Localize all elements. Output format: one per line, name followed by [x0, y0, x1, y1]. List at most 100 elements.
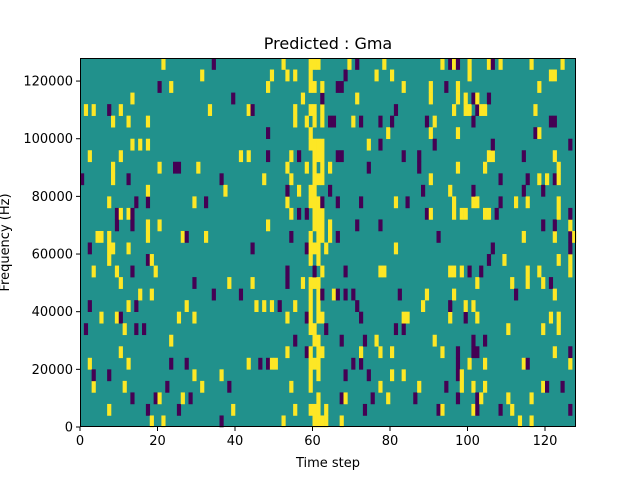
heatmap-cell-high [293, 115, 298, 128]
heatmap-cell-high [448, 311, 453, 324]
heatmap-cell-high [293, 104, 298, 116]
heatmap-cell-high [320, 115, 325, 128]
heatmap-cell-low [541, 184, 546, 197]
heatmap-cell-low [227, 380, 232, 393]
heatmap-cell-high [99, 311, 104, 324]
heatmap-cell-high [285, 161, 290, 174]
heatmap-cell-high [463, 104, 468, 116]
heatmap-cell-high [440, 58, 445, 70]
heatmap-cell-high [308, 69, 313, 82]
heatmap-cell-low [339, 334, 344, 347]
heatmap-cell-high [266, 81, 271, 93]
heatmap-cell-low [444, 380, 449, 393]
heatmap-cell-high [145, 219, 151, 232]
heatmap-cell-low [339, 81, 344, 93]
heatmap-cell-low [130, 219, 135, 232]
y-tick-label: 120000 [23, 75, 73, 90]
heatmap-cell-high [254, 300, 259, 312]
heatmap-cell-high [324, 403, 329, 416]
heatmap-cell-high [421, 300, 426, 312]
heatmap-cell-low [335, 288, 340, 301]
heatmap-cell-high [382, 265, 387, 278]
heatmap-cell-high [176, 311, 182, 324]
heatmap-cell-high [459, 369, 464, 382]
heatmap-cell-low [471, 346, 476, 359]
heatmap-cell-low [455, 392, 461, 405]
heatmap-cell-low [219, 415, 224, 428]
heatmap-cell-high [285, 69, 290, 82]
y-tick-label: 60000 [32, 248, 73, 263]
heatmap-cell-low [568, 242, 573, 255]
heatmap-cell-high [192, 369, 197, 382]
heatmap-cell-low [359, 115, 364, 128]
heatmap-cell-high [304, 115, 309, 128]
heatmap-cell-high [184, 300, 189, 312]
heatmap-cell-high [308, 311, 313, 324]
heatmap-cell-high [273, 357, 278, 370]
heatmap-cell-low [335, 81, 340, 93]
heatmap-cell-high [289, 150, 294, 163]
x-tick-label: 80 [382, 434, 399, 449]
heatmap-cell-high [169, 81, 174, 93]
heatmap-cell-high [312, 242, 317, 255]
heatmap-cell-low [483, 334, 488, 347]
heatmap-cell-low [498, 403, 503, 416]
heatmap-cell-low [560, 380, 565, 393]
heatmap-cell-high [285, 311, 290, 324]
heatmap-cell-high [316, 369, 321, 382]
heatmap-cell-high [308, 81, 313, 93]
heatmap-cell-low [134, 323, 139, 336]
heatmap-cell-high [343, 392, 348, 405]
heatmap-cell-high [238, 150, 244, 163]
heatmap-cell-high [308, 357, 313, 370]
heatmap-cell-high [312, 104, 317, 116]
heatmap-cell-high [107, 254, 112, 266]
heatmap-cell-low [107, 104, 112, 116]
heatmap-cell-low [304, 242, 309, 255]
heatmap-cell-low [413, 392, 418, 405]
heatmap-cell-low [417, 161, 422, 174]
heatmap-cell-high [541, 277, 546, 289]
heatmap-cell-high [122, 323, 127, 336]
heatmap-cell-high [548, 69, 554, 82]
heatmap-cell-low [351, 288, 356, 301]
heatmap-cell-high [401, 311, 406, 324]
heatmap-cell-high [223, 184, 228, 197]
heatmap-cell-high [537, 173, 542, 186]
heatmap-cell-low [320, 288, 325, 301]
heatmap-cell-high [207, 104, 213, 116]
heatmap-cell-low [490, 58, 495, 70]
heatmap-cell-low [362, 334, 368, 347]
heatmap-cell-high [308, 300, 313, 312]
heatmap-cell-high [328, 219, 333, 232]
heatmap-cell-low [436, 403, 441, 416]
heatmap-cell-high [308, 58, 313, 70]
heatmap-cell-high [281, 415, 286, 428]
heatmap-cell-low [432, 138, 437, 151]
heatmap-cell-low [475, 104, 480, 116]
heatmap-cell-high [122, 380, 127, 393]
heatmap-cell-high [556, 254, 561, 266]
heatmap-cell-low [498, 196, 503, 209]
heatmap-cell-high [219, 369, 224, 382]
heatmap-cell-high [308, 346, 313, 359]
heatmap-cell-high [572, 230, 577, 243]
heatmap-cell-high [548, 311, 554, 324]
heatmap-cell-low [335, 196, 340, 209]
heatmap-cell-high [483, 357, 488, 370]
heatmap-cell-high [91, 380, 96, 393]
heatmap-cell-high [483, 207, 488, 220]
heatmap-cell-low [130, 392, 135, 405]
heatmap-cell-high [87, 357, 92, 370]
heatmap-cell-low [568, 138, 573, 151]
heatmap-cell-low [343, 265, 348, 278]
heatmap-cell-high [517, 415, 523, 428]
heatmap-cell-high [246, 357, 251, 370]
heatmap-cell-high [126, 242, 131, 255]
heatmap-cell-high [99, 230, 104, 243]
heatmap-cell-low [568, 403, 573, 416]
heatmap-cell-high [390, 346, 395, 359]
heatmap-cell-low [471, 92, 476, 105]
heatmap-cell-high [312, 58, 317, 70]
heatmap-cell-high [308, 127, 313, 140]
